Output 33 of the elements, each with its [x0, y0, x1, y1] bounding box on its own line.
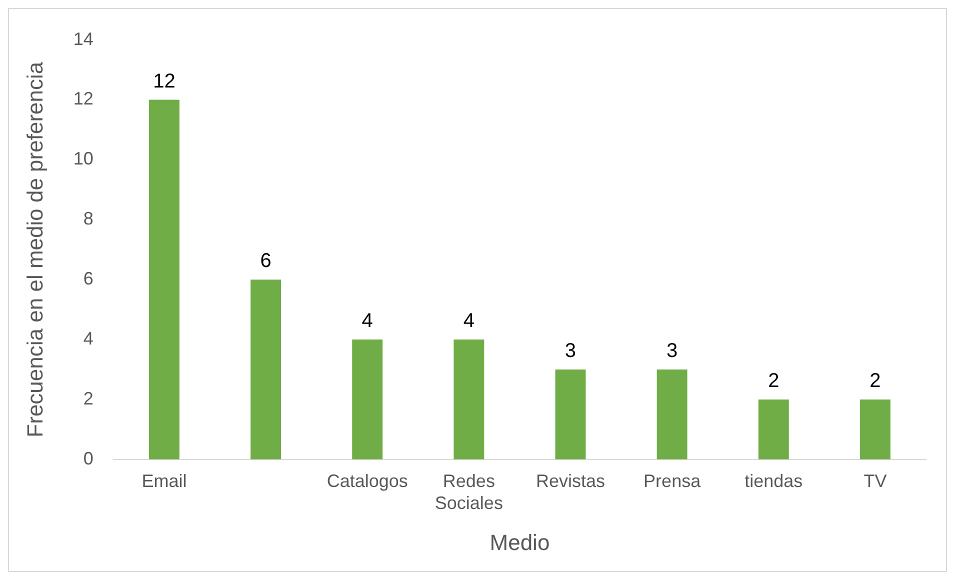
data-label: 6 — [260, 250, 272, 272]
bar — [656, 369, 688, 460]
x-tick-label: Redes Sociales — [434, 471, 503, 513]
y-tick-label: 6 — [83, 268, 94, 289]
y-axis-title: Frecuencia en el medio de preferencia — [22, 61, 48, 438]
y-tick-label: 0 — [83, 448, 94, 468]
y-tick-label: 4 — [83, 328, 94, 348]
x-tick-label: Prensa — [644, 471, 702, 492]
bar — [758, 399, 789, 460]
data-label: 4 — [463, 310, 474, 332]
bar — [148, 100, 180, 460]
y-tick-label: 10 — [73, 148, 94, 169]
bar — [454, 340, 484, 460]
data-label: 4 — [362, 310, 373, 332]
data-label: 12 — [153, 70, 176, 92]
x-tick-label: Revistas — [536, 471, 606, 492]
x-tick-label: TV — [864, 471, 887, 492]
bar — [860, 399, 890, 460]
bar — [352, 340, 383, 460]
data-label: 3 — [564, 340, 576, 362]
y-tick-label: 14 — [73, 28, 94, 49]
x-axis-title: Medio — [490, 530, 550, 555]
bar — [555, 369, 586, 460]
x-tick-label: tiendas — [744, 471, 803, 492]
y-tick-label: 8 — [83, 208, 94, 229]
data-label: 2 — [870, 370, 881, 392]
y-tick-label: 12 — [73, 88, 94, 109]
x-tick-label: Catalogos — [326, 471, 408, 492]
data-label: 2 — [768, 370, 780, 392]
bar — [250, 280, 282, 460]
data-label: 3 — [666, 340, 678, 362]
x-tick-label: Email — [142, 471, 187, 492]
y-tick-label: 2 — [83, 388, 94, 408]
